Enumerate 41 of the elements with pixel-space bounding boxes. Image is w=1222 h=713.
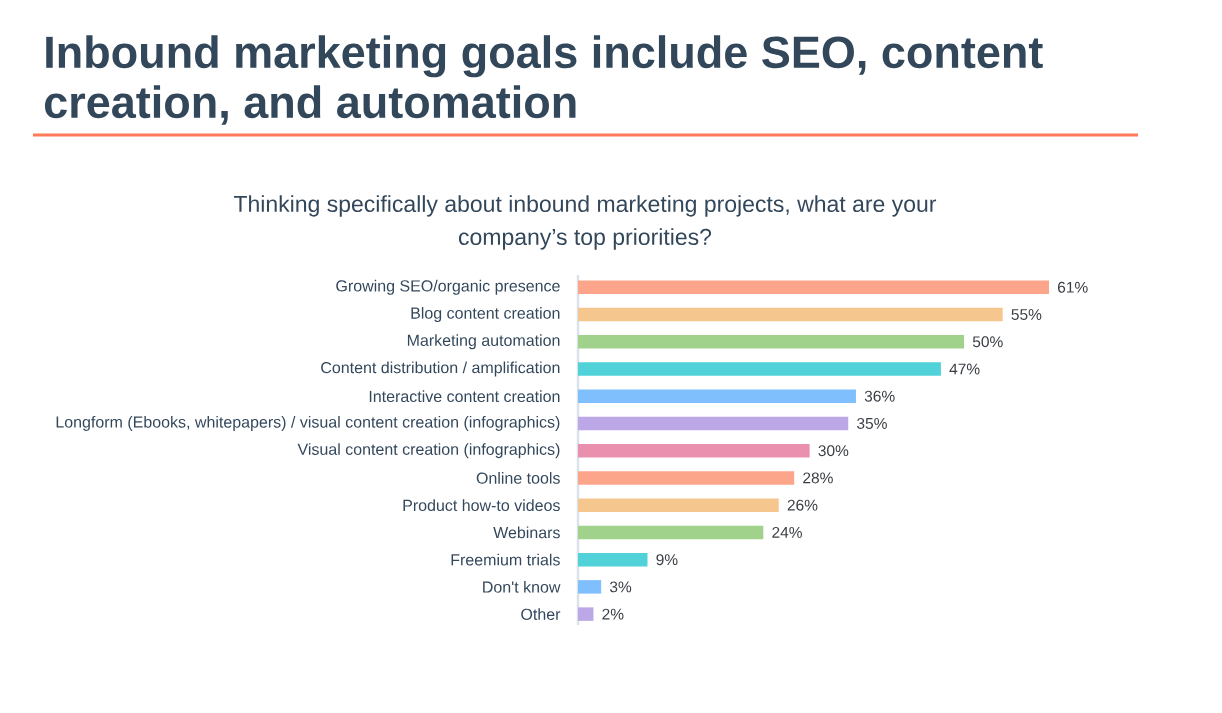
data-label: 28%	[803, 472, 833, 484]
y-tick-label: Webinars	[493, 526, 560, 539]
bar	[578, 443, 810, 458]
data-label: 2%	[602, 608, 624, 620]
bar	[578, 307, 1003, 322]
data-label: 47%	[949, 363, 980, 375]
data-label: 35%	[857, 417, 887, 429]
y-tick-label: Product how-to videos	[403, 499, 560, 512]
bar	[578, 362, 941, 376]
y-tick-label: Freemium trials	[451, 553, 560, 566]
bar	[578, 280, 1049, 295]
y-tick-label: Longform (Ebooks, whitepapers) / visual content creation (infographics)	[56, 415, 560, 431]
data-label: 50%	[972, 336, 1003, 348]
y-tick-label: Don't know	[483, 581, 561, 593]
bar	[578, 607, 594, 621]
y-tick-label: Growing SEO/organic presence	[336, 279, 560, 295]
bar	[578, 389, 856, 403]
y-tick-label: Online tools	[476, 472, 560, 484]
data-label: 24%	[772, 526, 802, 538]
y-tick-label: Blog content creation	[411, 307, 560, 322]
bar	[578, 498, 779, 512]
bar	[578, 471, 795, 485]
y-tick-label: Visual content creation (infographics)	[297, 443, 560, 459]
bar	[578, 416, 849, 431]
data-label: 61%	[1057, 281, 1088, 293]
data-label: 3%	[609, 581, 632, 593]
y-tick-label: Marketing automation	[407, 334, 560, 350]
data-label: 55%	[1011, 309, 1042, 320]
chart-subtitle: Thinking specifically about inbound marketing projects, what are your company’s top priorities?	[233, 195, 937, 250]
y-tick-label: Other	[521, 608, 561, 620]
y-tick-label: Interactive content creation	[369, 390, 560, 403]
data-label: 30%	[818, 445, 849, 457]
y-tick-label: Content distribution / amplification	[321, 361, 560, 377]
chart-title: Inbound marketing goals include SEO, content creation, and automation	[44, 35, 1043, 125]
bar	[578, 334, 965, 349]
bar	[578, 552, 648, 567]
data-label: 26%	[787, 499, 818, 511]
data-label: 36%	[864, 390, 895, 402]
bar	[578, 580, 602, 594]
data-label: 9%	[656, 554, 678, 566]
bar	[578, 525, 764, 540]
